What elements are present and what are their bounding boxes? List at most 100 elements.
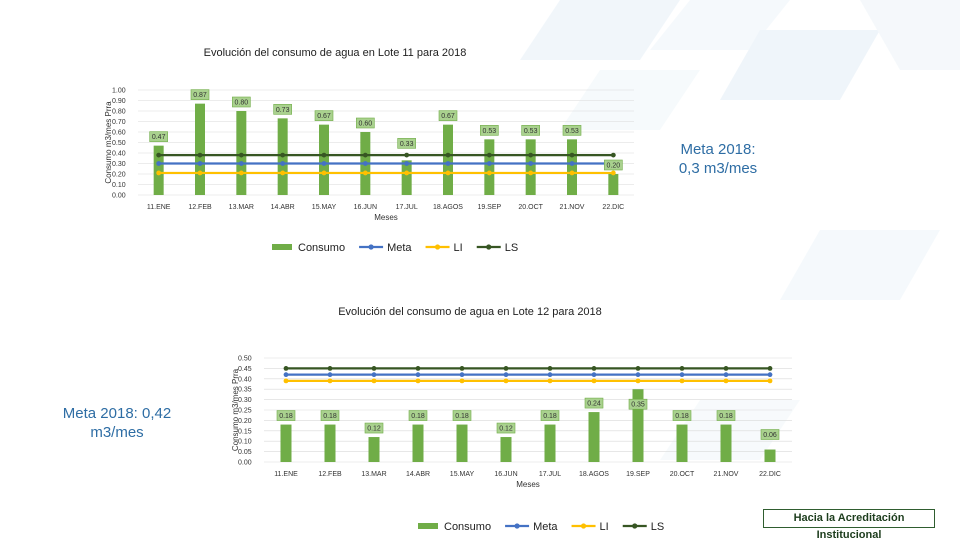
lote11-data-label: 0.87 [193,92,207,99]
lote11-legend-label-consumo: Consumo [298,242,345,254]
lote11-chart-title: Evolución del consumo de agua en Lote 11… [204,47,467,59]
lote11-data-label: 0.47 [152,134,166,141]
lote12-data-label-box [408,410,428,421]
lote12-data-label: 0.18 [411,413,425,420]
lote12-data-label: 0.35 [631,402,645,409]
lote11-point-meta [238,161,244,166]
lote11-point-meta [197,161,203,166]
lote12-bar-22.DIC [764,449,776,462]
lote12-data-label-box [364,422,384,434]
lote12-data-label-box [760,429,780,440]
lote11-y-axis-label: Consumo m3/mes Prra [104,101,113,184]
lote11-data-label: 0.67 [441,113,455,120]
lote11-data-label: 0.53 [524,128,538,135]
lote12-x-tick-label: 16.JUN [494,471,517,478]
lote12-point-ls [679,366,685,371]
lote11-bar-20.OCT [525,139,536,195]
lote12-bar-13.MAR [368,437,380,462]
lote11-point-ls [486,152,492,158]
lote12-legend-swatch-consumo [418,523,438,529]
lote11-legend-label-li: LI [454,242,463,254]
lote12-x-tick-label: 18.AGOS [579,471,609,478]
lote12-point-li [415,378,421,384]
lote11-x-tick-label: 21.NOV [560,204,585,211]
lote12-point-meta [327,372,333,378]
lote12-point-ls [591,366,597,371]
lote12-point-ls [371,366,377,371]
lote12-data-label-box [584,397,604,409]
lote12-data-label-box [452,410,472,421]
lote12-point-meta [503,372,509,378]
meta-note-lote12: Meta 2018: 0,42 m3/mes [62,405,172,441]
lote12-chart-title: Evolución del consumo de agua en Lote 12… [338,306,602,318]
lote11-data-label-box [314,110,334,121]
lote12-legend-label-consumo: Consumo [444,521,491,533]
lote12-point-li [327,378,333,384]
lote11-data-label: 0.73 [276,107,290,114]
lote11-point-ls [528,152,534,158]
lote11-point-li [280,170,286,176]
lote11-x-axis-label: Meses [374,213,398,222]
lote11-bar-15.MAY [319,124,329,195]
lote12-point-ls [283,366,289,371]
lote11-y-tick-label: 0.70 [112,119,126,126]
lote11-point-ls [156,152,162,158]
lote11-point-li [197,170,203,176]
lote12-bar-17.JUL [544,424,556,462]
lote11-data-label-box [480,125,499,136]
lote12-point-ls [723,366,729,371]
lote11-point-li [528,170,534,176]
lote12-bar-14.ABR [412,424,424,462]
lote11-y-tick-label: 0.80 [112,109,126,116]
lote11-legend-marker-li [434,244,441,250]
lote11-data-label-box [521,125,540,136]
lote11-x-tick-label: 11.ENE [147,204,171,211]
lote11-x-tick-label: 14.ABR [271,204,295,211]
lote11-point-ls [238,152,244,158]
lote11-bar-19.SEP [484,139,495,195]
lote11-data-label: 0.33 [400,141,414,148]
lote12-x-tick-label: 15.MAY [450,471,475,478]
lote11-point-ls [404,152,410,158]
lote11-bar-22.DIC [608,174,619,195]
lote12-point-li [547,378,553,384]
lote12-y-tick-label: 0.50 [238,356,252,363]
lote12-data-label: 0.24 [587,401,601,408]
lote12-point-ls [635,366,641,371]
lote11-point-li [445,170,451,176]
lote12-legend-marker-meta [514,523,520,529]
lote12-x-tick-label: 12.FEB [318,471,342,478]
lote11-data-label-box [397,138,416,149]
lote11-data-label: 0.53 [483,128,497,135]
lote12-point-li [635,378,641,384]
lote11-legend-label-ls: LS [505,242,518,254]
lote12-data-label-box [320,410,340,421]
lote11-bar-17.JUL [401,160,412,195]
lote11-point-li [610,170,616,176]
lote11-data-label-box [232,96,251,108]
lote12-point-meta [459,372,465,378]
lote12-data-label: 0.18 [323,413,337,420]
lote12-data-label: 0.12 [499,426,513,433]
lote12-point-meta [767,372,773,378]
lote12-x-tick-label: 17.JUL [539,471,561,478]
lote11-data-label: 0.53 [565,128,579,135]
lote12-data-label: 0.18 [675,413,689,420]
lote12-x-tick-label: 13.MAR [361,471,386,478]
lote12-y-tick-label: 0.40 [238,376,252,383]
lote11-y-tick-label: 1.00 [112,88,126,95]
lote11-y-tick-label: 0.60 [112,130,126,137]
lote12-point-li [679,378,685,384]
lote12-data-label-box [276,410,296,421]
lote12-bar-16.JUN [500,437,512,462]
lote12-data-label: 0.18 [719,413,733,420]
lote11-x-tick-label: 15.MAY [312,204,337,211]
lote11-x-tick-label: 17.JUL [396,204,418,211]
lote12-point-meta [283,372,289,378]
lote12-data-label: 0.06 [763,432,777,439]
lote12-point-li [767,378,773,384]
lote12-data-label-box [540,410,560,421]
lote11-data-label-box [273,104,292,115]
lote12-bar-19.SEP [632,389,644,462]
lote12-point-li [591,378,597,384]
